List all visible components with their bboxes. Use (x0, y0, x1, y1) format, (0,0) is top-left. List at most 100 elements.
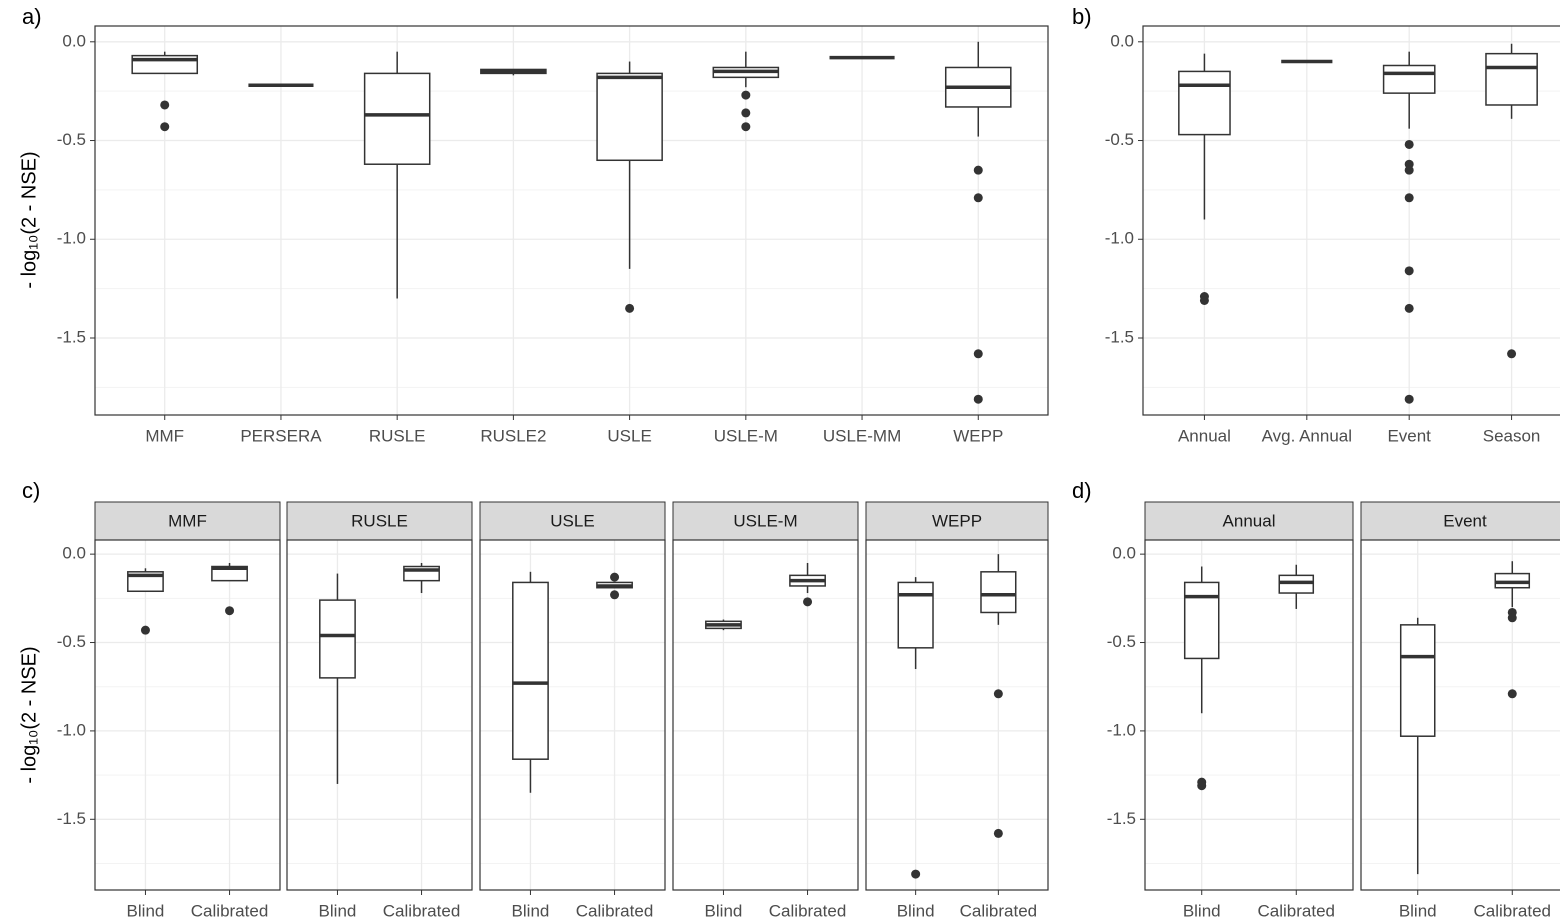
panel-label: b) (1072, 4, 1092, 29)
panel-label: a) (22, 4, 42, 29)
y-tick-label: -1.0 (1107, 720, 1136, 739)
box (1178, 70, 1231, 136)
y-tick-label: -1.5 (1105, 327, 1134, 346)
panel-background (1361, 540, 1560, 890)
panel-background (95, 540, 280, 890)
outlier (911, 869, 921, 879)
y-tick-label: -0.5 (1107, 632, 1136, 651)
outlier (973, 394, 983, 404)
outlier (973, 349, 983, 359)
facet-strip (479, 501, 666, 541)
x-tick-label: USLE (607, 426, 651, 445)
panel-label: c) (22, 478, 40, 503)
facet-strip (865, 501, 1049, 541)
box (1485, 52, 1538, 106)
panel-border (479, 539, 666, 891)
panel-border (286, 539, 473, 891)
box (1183, 581, 1220, 660)
panel-background (480, 540, 665, 890)
x-tick-label: RUSLE2 (480, 426, 546, 445)
outlier (1197, 781, 1207, 791)
y-axis-title: - log₁₀(2 - NSE) (18, 646, 40, 783)
box (897, 581, 934, 649)
x-tick-label: Calibrated (191, 901, 269, 920)
facet-strip (672, 501, 859, 541)
outlier (741, 108, 751, 118)
facet-title: USLE-M (733, 511, 797, 530)
box (1494, 572, 1531, 589)
y-tick-label: 0.0 (1110, 31, 1134, 50)
outlier (610, 572, 620, 582)
y-tick-label: -1.5 (1107, 809, 1136, 828)
x-tick-label: Calibrated (1258, 901, 1336, 920)
x-tick-label: Annual (1178, 426, 1231, 445)
facet-strip (1144, 501, 1354, 541)
y-tick-label: -1.0 (1105, 229, 1134, 248)
y-tick-label: -1.5 (57, 809, 86, 828)
x-tick-label: Blind (897, 901, 935, 920)
x-tick-label: Season (1483, 426, 1541, 445)
x-tick-label: Calibrated (1474, 901, 1552, 920)
y-tick-label: -0.5 (57, 130, 86, 149)
panel-border (865, 539, 1049, 891)
outlier (973, 193, 983, 203)
box (1382, 64, 1436, 94)
x-tick-label: Avg. Annual (1262, 426, 1352, 445)
box (512, 581, 549, 760)
outlier (1404, 303, 1414, 313)
outlier (1507, 349, 1517, 359)
x-tick-label: Calibrated (383, 901, 461, 920)
x-tick-label: MMF (145, 426, 184, 445)
y-tick-label: -1.5 (57, 327, 86, 346)
outlier (741, 122, 751, 132)
x-tick-label: USLE-M (714, 426, 778, 445)
y-tick-label: -0.5 (57, 632, 86, 651)
facet-title: Annual (1223, 511, 1276, 530)
x-tick-label: Blind (1183, 901, 1221, 920)
facet-title: RUSLE (351, 511, 408, 530)
outlier (1404, 165, 1414, 175)
box (596, 72, 663, 162)
outlier (1404, 139, 1414, 149)
box (211, 565, 248, 582)
panel-background (95, 26, 1048, 415)
box (319, 599, 356, 679)
y-tick-label: 0.0 (1112, 544, 1136, 563)
x-tick-label: PERSERA (240, 426, 322, 445)
outlier (1404, 266, 1414, 276)
outlier (625, 303, 635, 313)
x-tick-label: WEPP (953, 426, 1003, 445)
outlier (803, 597, 813, 607)
panel-border (94, 25, 1049, 416)
panel-background (866, 540, 1048, 890)
outlier (160, 100, 170, 110)
outlier (993, 689, 1003, 699)
x-tick-label: Blind (705, 901, 743, 920)
outlier (1404, 394, 1414, 404)
y-tick-label: -0.5 (1105, 130, 1134, 149)
outlier (1199, 295, 1209, 305)
y-tick-label: 0.0 (62, 31, 86, 50)
box (1278, 574, 1315, 594)
x-tick-label: USLE-MM (823, 426, 901, 445)
panel-background (1145, 540, 1353, 890)
outlier (741, 90, 751, 100)
panel-border (94, 539, 281, 891)
panel-label: d) (1072, 478, 1092, 503)
x-tick-label: RUSLE (369, 426, 426, 445)
x-tick-label: Calibrated (576, 901, 654, 920)
outlier (993, 828, 1003, 838)
box (363, 72, 431, 165)
outlier (1507, 689, 1517, 699)
x-tick-label: Calibrated (769, 901, 847, 920)
x-tick-label: Blind (127, 901, 165, 920)
box (1399, 624, 1436, 737)
x-tick-label: Blind (319, 901, 357, 920)
outlier (160, 122, 170, 132)
x-tick-label: Event (1387, 426, 1431, 445)
y-tick-label: 0.0 (62, 544, 86, 563)
outlier (140, 625, 150, 635)
outlier (973, 165, 983, 175)
facet-title: MMF (168, 511, 207, 530)
